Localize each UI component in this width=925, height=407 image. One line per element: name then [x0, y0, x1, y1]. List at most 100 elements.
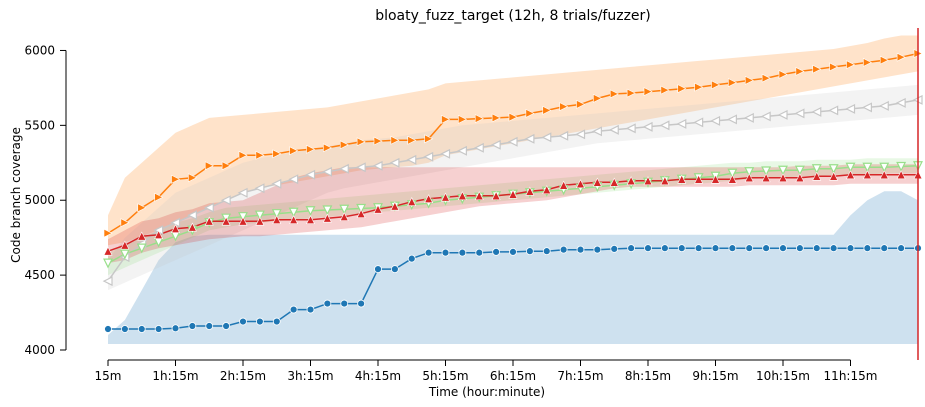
- point-grey: [524, 133, 535, 144]
- point-blue: [357, 299, 366, 308]
- point-grey: [457, 145, 467, 156]
- point-grey: [878, 100, 889, 111]
- point-red: [356, 209, 366, 219]
- point-orange: [458, 114, 468, 124]
- point-orange: [728, 78, 738, 88]
- point-red: [457, 191, 467, 201]
- point-orange: [643, 87, 653, 97]
- point-blue: [306, 305, 315, 314]
- point-blue: [627, 244, 636, 253]
- point-orange: [694, 82, 704, 92]
- point-blue: [660, 244, 669, 253]
- point-blue: [441, 248, 450, 257]
- point-red: [727, 174, 737, 184]
- point-orange: [593, 93, 603, 103]
- point-orange: [559, 102, 569, 112]
- point-orange: [306, 144, 316, 154]
- point-blue: [104, 325, 112, 333]
- point-blue: [188, 322, 197, 330]
- point-grey: [237, 187, 248, 198]
- point-blue: [525, 247, 534, 256]
- point-red: [272, 215, 282, 225]
- band-grey: [108, 84, 918, 291]
- point-green: [896, 161, 907, 172]
- point-orange: [272, 149, 282, 159]
- point-green: [761, 166, 772, 177]
- point-red: [491, 191, 501, 201]
- point-grey: [406, 154, 417, 165]
- point-red: [255, 216, 265, 226]
- point-orange: [508, 112, 518, 122]
- point-grey: [322, 166, 332, 177]
- point-orange: [323, 143, 333, 153]
- x-tick-label: 4h:15m: [355, 369, 401, 383]
- point-orange: [424, 134, 434, 144]
- point-green: [794, 165, 805, 176]
- point-grey: [203, 202, 214, 213]
- point-blue: [407, 254, 416, 263]
- point-grey: [693, 117, 704, 128]
- x-tick-label: 10h:15m: [756, 369, 810, 383]
- point-orange: [576, 99, 586, 109]
- point-blue: [509, 248, 517, 256]
- x-ticks: 15m 1h:15m 2h:15m 3h:15m 4h:15m 5h:15m 6h:15m 7…: [95, 360, 877, 383]
- point-blue: [559, 245, 568, 254]
- point-orange: [204, 161, 214, 171]
- x-tick-label: 7h:15m: [557, 369, 603, 383]
- y-tick-label: 5500: [24, 118, 55, 132]
- point-grey: [845, 103, 856, 114]
- point-grey: [507, 136, 518, 147]
- point-red: [424, 194, 434, 204]
- point-grey: [338, 163, 349, 174]
- point-grey: [642, 121, 653, 132]
- point-red: [862, 170, 872, 180]
- point-blue: [154, 325, 163, 333]
- point-grey: [102, 276, 113, 287]
- point-orange: [846, 60, 856, 70]
- point-red: [592, 177, 602, 187]
- point-orange: [863, 57, 873, 67]
- point-grey: [659, 120, 670, 131]
- point-grey: [625, 123, 636, 134]
- point-blue: [745, 244, 754, 253]
- point-red: [626, 176, 636, 186]
- point-grey: [777, 109, 788, 120]
- point-orange: [491, 113, 501, 123]
- point-grey: [743, 112, 754, 123]
- point-red: [407, 197, 417, 207]
- point-orange: [626, 88, 636, 98]
- point-orange: [103, 228, 113, 238]
- point-blue: [593, 245, 602, 254]
- point-orange: [238, 150, 248, 160]
- point-orange: [660, 85, 670, 95]
- point-grey: [760, 111, 771, 122]
- point-blue: [711, 244, 720, 253]
- point-grey: [727, 114, 737, 125]
- point-blue: [762, 244, 771, 253]
- point-blue: [812, 244, 821, 253]
- point-green: [828, 164, 839, 175]
- point-blue: [390, 265, 399, 274]
- point-green: [288, 207, 299, 218]
- point-blue: [846, 244, 855, 253]
- point-orange: [896, 52, 906, 62]
- x-tick-label: 6h:15m: [490, 369, 536, 383]
- point-blue: [120, 325, 129, 333]
- point-red: [609, 177, 619, 187]
- y-ticks: 4000 4500 5000 5500 6000: [24, 43, 66, 357]
- point-red: [677, 174, 687, 184]
- point-blue: [677, 244, 686, 253]
- point-red: [137, 231, 147, 241]
- point-orange: [441, 114, 451, 124]
- point-grey: [676, 118, 687, 129]
- y-tick-label: 6000: [24, 43, 55, 57]
- point-blue: [694, 244, 703, 253]
- point-blue: [779, 244, 787, 253]
- point-blue: [323, 299, 332, 308]
- point-orange: [390, 135, 400, 145]
- point-green: [339, 204, 350, 215]
- point-orange: [407, 135, 417, 145]
- point-grey: [288, 174, 299, 185]
- x-axis-label: Time (hour:minute): [428, 385, 545, 399]
